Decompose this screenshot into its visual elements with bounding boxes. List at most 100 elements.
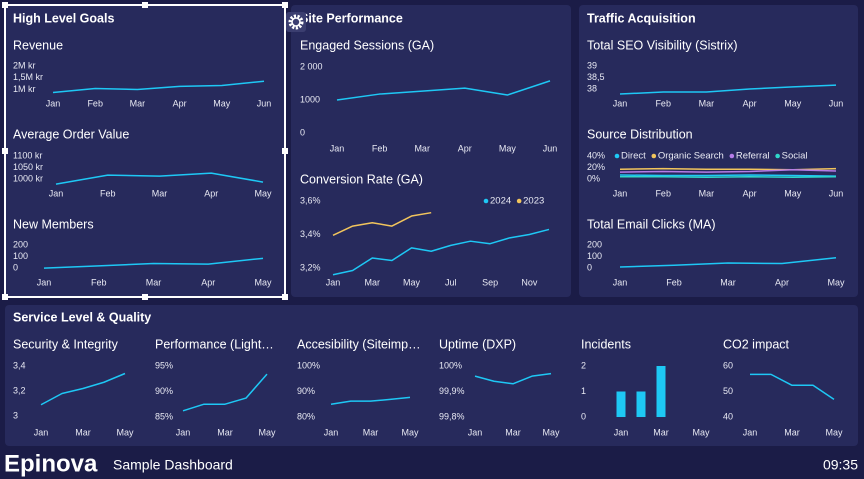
- y-tick-label: 0: [581, 411, 586, 421]
- x-tick-label: Jan: [46, 98, 61, 108]
- line: [619, 257, 837, 268]
- y-tick-label: 3,2%: [300, 262, 321, 272]
- x-tick-label: Mar: [363, 427, 379, 437]
- legend-label: Organic Search: [658, 151, 724, 162]
- x-tick-label: Mar: [146, 277, 162, 287]
- x-tick-label: Mar: [75, 427, 91, 437]
- legend-label: Referral: [736, 151, 770, 162]
- y-tick-label: 1: [581, 386, 586, 396]
- x-tick-label: May: [784, 188, 802, 198]
- x-tick-label: Jan: [613, 98, 628, 108]
- x-tick-label: Feb: [666, 277, 682, 287]
- x-tick-label: Feb: [655, 188, 671, 198]
- legend-swatch: [729, 153, 735, 159]
- chart-title: Average Order Value: [13, 127, 129, 141]
- line: [182, 373, 268, 412]
- chart-title: Total Email Clicks (MA): [587, 217, 716, 231]
- brand: Epinova: [4, 450, 98, 477]
- y-tick-label: 3,2: [13, 385, 26, 395]
- x-tick-label: May: [784, 98, 802, 108]
- line: [332, 228, 550, 276]
- y-tick-label: 2 000: [300, 61, 323, 71]
- chart-title: Total SEO Visibility (Sistrix): [587, 38, 738, 52]
- x-tick-label: May: [403, 277, 421, 287]
- y-tick-label: 80%: [297, 411, 315, 421]
- x-tick-label: Jan: [468, 427, 483, 437]
- selection-frame[interactable]: [2, 2, 288, 300]
- y-tick-label: 1100 kr: [13, 150, 42, 160]
- x-tick-label: Nov: [521, 277, 538, 287]
- x-tick-label: Jan: [326, 277, 341, 287]
- x-tick-label: Apr: [775, 277, 789, 287]
- line: [336, 80, 551, 101]
- chart-title: Accesibility (Siteimp…: [297, 337, 421, 351]
- dashboard-name: Sample Dashboard: [113, 457, 233, 473]
- chart-title: CO2 impact: [723, 337, 790, 351]
- x-tick-label: Jun: [829, 188, 844, 198]
- x-tick-label: Apr: [743, 98, 757, 108]
- x-tick-label: Jan: [613, 277, 628, 287]
- x-tick-label: Mar: [653, 427, 669, 437]
- line: [619, 169, 837, 173]
- y-tick-label: 200: [587, 239, 602, 249]
- bar: [616, 391, 626, 417]
- x-tick-label: May: [254, 277, 272, 287]
- y-tick-label: 38: [587, 83, 597, 93]
- panel: [579, 5, 858, 297]
- panel-title: Traffic Acquisition: [587, 11, 696, 25]
- y-tick-label: 0: [13, 263, 18, 273]
- x-tick-label: Jul: [445, 277, 457, 287]
- x-tick-label: Apr: [173, 98, 187, 108]
- y-tick-label: 99,8%: [439, 411, 465, 421]
- chart-title: Revenue: [13, 38, 63, 52]
- y-tick-label: 200: [13, 239, 28, 249]
- resize-handles: [2, 2, 288, 300]
- panel-title: Service Level & Quality: [13, 310, 151, 324]
- x-tick-label: May: [258, 427, 276, 437]
- x-tick-label: Mar: [784, 427, 800, 437]
- chart-title: Uptime (DXP): [439, 337, 516, 351]
- chart-title: Performance (Light…: [155, 337, 274, 351]
- x-tick-label: Jan: [614, 427, 629, 437]
- y-tick-label: 85%: [155, 411, 173, 421]
- x-tick-label: Mar: [130, 98, 146, 108]
- x-tick-label: Jan: [176, 427, 191, 437]
- x-tick-label: Jan: [613, 188, 628, 198]
- chart-title: New Members: [13, 217, 94, 231]
- x-tick-label: May: [499, 143, 517, 153]
- x-tick-label: Mar: [152, 188, 168, 198]
- x-tick-label: May: [254, 188, 272, 198]
- settings-button[interactable]: [286, 12, 306, 32]
- y-tick-label: 90%: [297, 386, 315, 396]
- legend-label: 2023: [523, 196, 544, 207]
- y-tick-label: 40%: [587, 150, 605, 160]
- x-tick-label: May: [213, 98, 231, 108]
- x-tick-label: Feb: [100, 188, 116, 198]
- y-tick-label: 0%: [587, 173, 600, 183]
- x-tick-label: Mar: [414, 143, 430, 153]
- x-tick-label: Feb: [655, 98, 671, 108]
- x-tick-label: Apr: [743, 188, 757, 198]
- chart-title: Source Distribution: [587, 127, 693, 141]
- legend-label: 2024: [490, 196, 511, 207]
- x-tick-label: Feb: [87, 98, 103, 108]
- x-tick-label: Mar: [720, 277, 736, 287]
- y-tick-label: 40: [723, 411, 733, 421]
- x-tick-label: Mar: [699, 98, 715, 108]
- y-tick-label: 0: [587, 263, 592, 273]
- x-tick-label: Jun: [543, 143, 558, 153]
- y-tick-label: 60: [723, 360, 733, 370]
- y-tick-label: 1000: [300, 94, 320, 104]
- x-tick-label: Jan: [34, 427, 49, 437]
- chart-title: Security & Integrity: [13, 337, 119, 351]
- legend-swatch: [483, 198, 489, 204]
- x-tick-label: Jan: [324, 427, 339, 437]
- x-tick-label: Jan: [37, 277, 52, 287]
- y-tick-label: 95%: [155, 360, 173, 370]
- x-tick-label: Sep: [482, 277, 498, 287]
- legend-swatch: [651, 153, 657, 159]
- line: [750, 373, 835, 400]
- x-tick-label: Feb: [91, 277, 107, 287]
